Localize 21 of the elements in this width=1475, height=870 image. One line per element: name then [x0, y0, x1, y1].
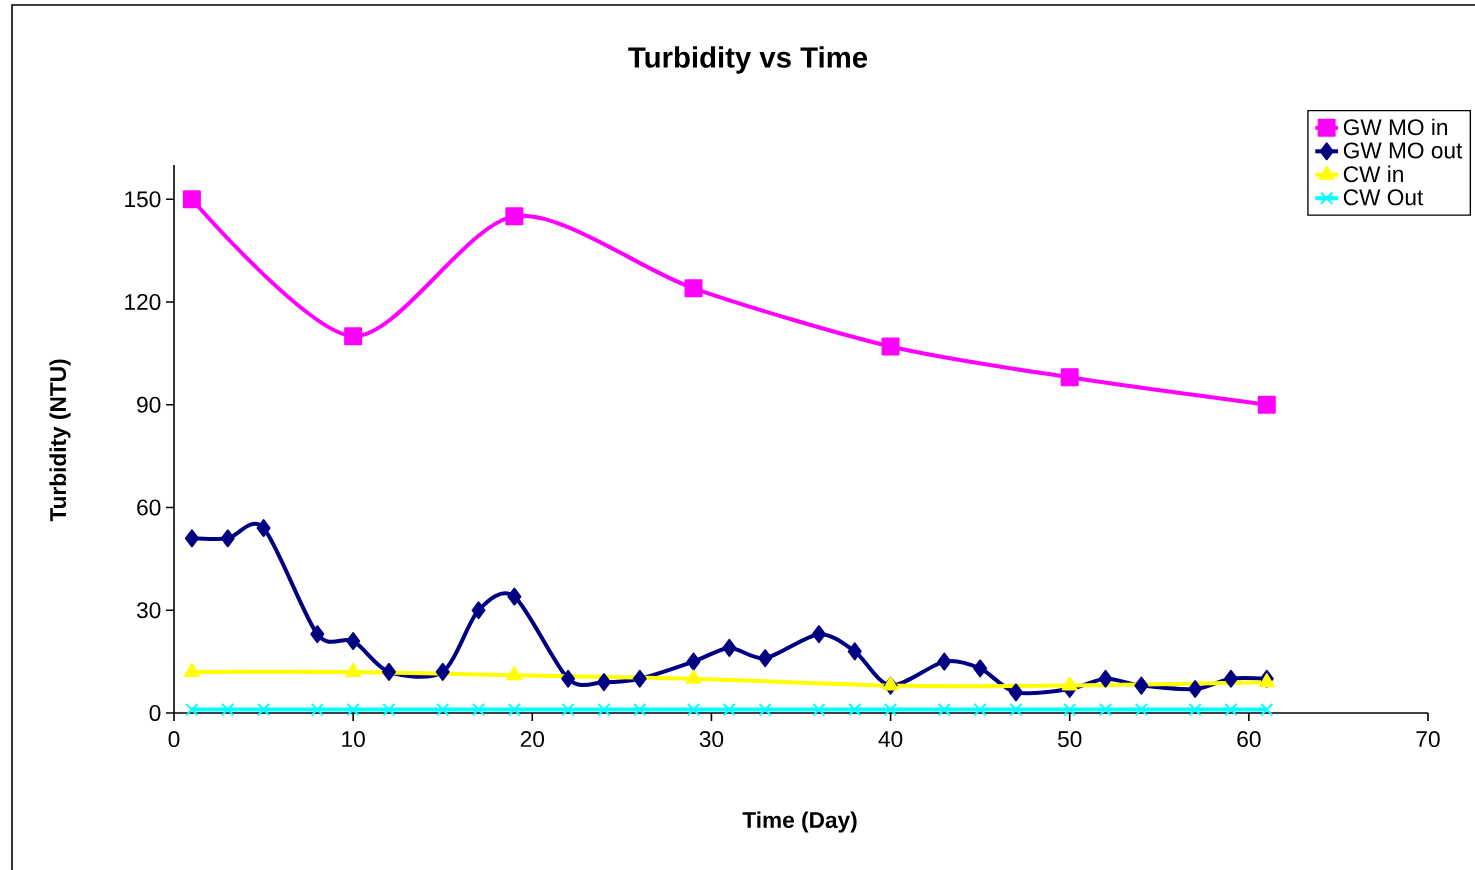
x-axis-title: Time (Day) — [742, 811, 857, 833]
y-tick-label: 90 — [137, 396, 161, 413]
y-tick-label: 30 — [136, 602, 161, 619]
x-tick-label: 0 — [168, 731, 180, 748]
legend-label: GW MO out — [1343, 142, 1463, 159]
y-axis-title: Turbidity (NTU) — [49, 359, 71, 522]
legend-label: CW Out — [1343, 189, 1424, 206]
x-tick-label: 60 — [1237, 731, 1261, 748]
y-tick-label: 0 — [149, 704, 161, 722]
legend-label: GW MO in — [1343, 118, 1447, 136]
x-tick-label: 50 — [1058, 731, 1082, 748]
x-tick-label: 40 — [878, 731, 903, 748]
legend-label: CW in — [1343, 165, 1403, 183]
x-tick-label: 70 — [1416, 731, 1440, 748]
y-tick-label: 120 — [125, 293, 161, 311]
chart-title: Turbidity vs Time — [628, 46, 868, 74]
y-tick-label: 60 — [137, 499, 161, 516]
y-tick-label: 150 — [125, 191, 161, 208]
x-tick-label: 10 — [342, 731, 365, 748]
x-tick-label: 30 — [699, 731, 724, 748]
x-tick-label: 20 — [520, 731, 545, 748]
